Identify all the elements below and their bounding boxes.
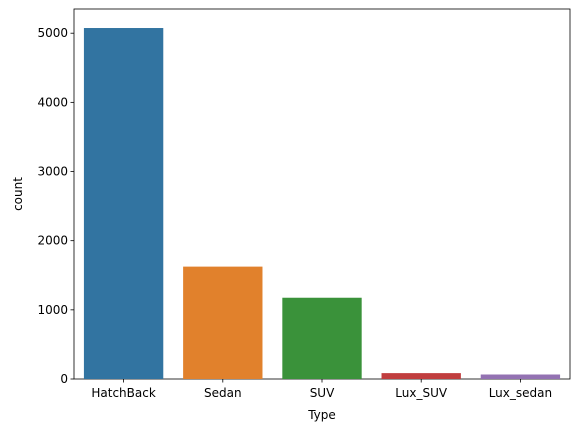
bar-lux-sedan	[480, 374, 561, 379]
y-tick-label: 1000	[37, 303, 68, 317]
y-tick-label: 2000	[37, 234, 68, 248]
x-tick-label: Sedan	[204, 386, 242, 400]
x-tick-label: Lux_sedan	[489, 386, 552, 400]
x-tick-label: Lux_SUV	[395, 386, 448, 400]
bars-group	[83, 28, 561, 380]
y-axis: 0 1000 2000 3000 4000 5000	[37, 26, 74, 386]
x-tick-label: HatchBack	[91, 386, 155, 400]
bar-sedan	[183, 266, 263, 379]
y-tick-label: 4000	[37, 95, 68, 109]
y-tick-label: 5000	[37, 26, 68, 40]
y-tick-label: 0	[60, 372, 68, 386]
bar-hatchback	[83, 28, 164, 380]
bar-suv	[282, 297, 362, 379]
x-tick-label: SUV	[310, 386, 335, 400]
x-axis-label: Type	[307, 408, 336, 422]
bar-lux-suv	[381, 373, 461, 379]
y-axis-label: count	[11, 177, 25, 211]
x-axis: HatchBack Sedan SUV Lux_SUV Lux_sedan	[91, 379, 552, 400]
y-tick-label: 3000	[37, 165, 68, 179]
